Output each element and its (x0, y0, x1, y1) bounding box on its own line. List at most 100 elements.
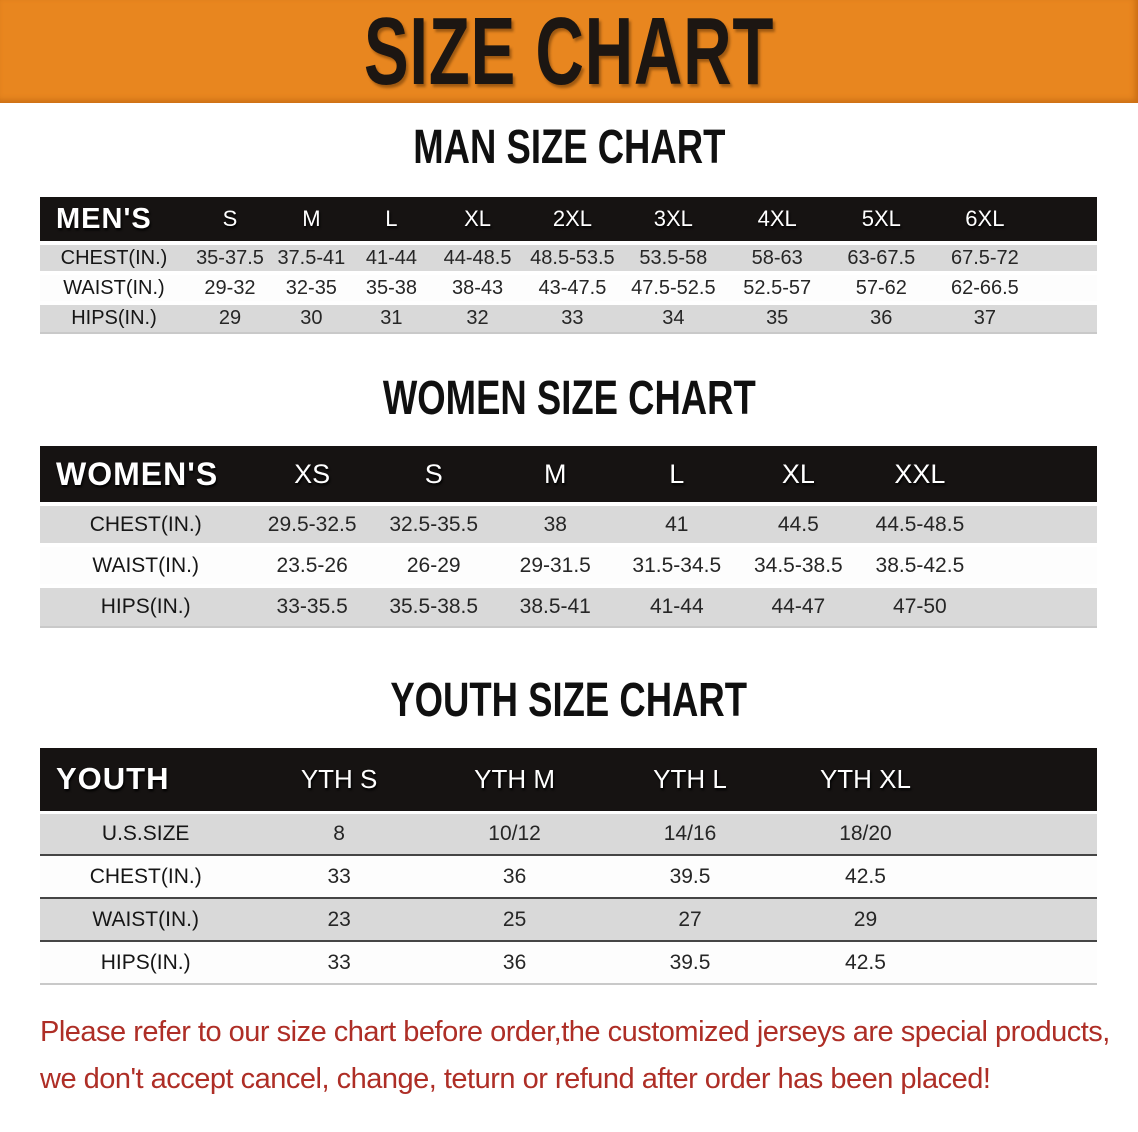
size-cell: 18/20 (839, 821, 892, 845)
spacer-cell (953, 812, 1097, 855)
size-column-header: L (669, 458, 685, 489)
size-cell: 32 (466, 307, 489, 329)
header-row: MEN'S S M L XL 2XL 3XL 4XL 5XL 6XL (40, 197, 1097, 243)
size-cell: 33 (561, 307, 584, 329)
section-women: WOMEN SIZE CHART WOMEN'S XS S M L XL XXL CHEST(… (0, 374, 1138, 628)
spacer-cell (953, 748, 1097, 812)
table-corner-label: YOUTH (56, 761, 170, 797)
size-table: YOUTH YTH S YTH M YTH L YTH XL U.S.SIZE 8 10/12… (40, 748, 1097, 985)
size-cell: 29 (853, 907, 878, 931)
row-label: CHEST(IN.) (89, 512, 202, 536)
size-cell: 38-43 (451, 276, 504, 299)
table-row: WAIST(IN.) 23 25 27 29 (40, 898, 1097, 941)
spacer-cell (953, 855, 1097, 898)
size-cell: 67.5-72 (950, 246, 1019, 269)
size-cell: 34.5-38.5 (753, 553, 843, 577)
spacer-cell (1037, 197, 1097, 243)
size-cell: 26-29 (406, 553, 461, 577)
table-corner-label: WOMEN'S (56, 455, 219, 492)
row-label: WAIST(IN.) (63, 276, 165, 299)
table-row: CHEST(IN.) 33 36 39.5 42.5 (40, 855, 1097, 898)
size-cell: 36 (870, 307, 893, 329)
size-column-header: XL (464, 206, 492, 231)
row-label: WAIST(IN.) (92, 553, 199, 577)
spacer-cell (953, 941, 1097, 984)
size-cell: 38 (543, 512, 567, 536)
banner-title: SIZE CHART (363, 0, 775, 105)
size-column-header: XL (781, 458, 815, 489)
size-column-header: 3XL (653, 206, 693, 231)
spacer-cell (1037, 273, 1097, 303)
size-cell: 62-66.5 (950, 276, 1019, 299)
women-section-heading: WOMEN SIZE CHART (0, 374, 1138, 424)
size-cell: 27 (678, 907, 702, 931)
size-column-header: YTH L (653, 763, 727, 794)
size-column-header: 4XL (757, 206, 797, 231)
table-row: CHEST(IN.) 35-37.5 37.5-41 41-44 44-48.5 48.5… (40, 243, 1097, 273)
size-cell: 14/16 (663, 821, 717, 845)
spacer-cell (981, 504, 1097, 545)
size-cell: 29.5-32.5 (267, 512, 357, 536)
men-size-table-wrap: MEN'S S M L XL 2XL 3XL 4XL 5XL 6XL CHEST(IN.) 35-37… (40, 197, 1097, 334)
size-cell: 32.5-35.5 (389, 512, 479, 536)
footer-note-line-1: Please refer to our size chart before or… (40, 1016, 1110, 1048)
size-column-header: YTH XL (819, 763, 911, 794)
size-cell: 43-47.5 (538, 276, 607, 299)
size-column-header: XS (294, 458, 331, 489)
row-label: U.S.SIZE (101, 821, 190, 845)
size-cell: 57-62 (855, 276, 907, 299)
row-label: HIPS(IN.) (100, 950, 191, 974)
size-cell: 10/12 (488, 821, 541, 845)
size-cell: 47-50 (893, 595, 947, 618)
size-cell: 29-31.5 (519, 553, 591, 577)
size-column-header: S (424, 458, 443, 489)
spacer-cell (953, 898, 1097, 941)
table-row: CHEST(IN.) 29.5-32.5 32.5-35.5 38 41 44.5 44.5… (40, 504, 1097, 545)
size-cell: 42.5 (845, 864, 886, 888)
size-cell: 44.5-48.5 (875, 512, 965, 536)
size-cell: 36 (502, 864, 527, 888)
table-row: HIPS(IN.) 33-35.5 35.5-38.5 38.5-41 41-44 44-… (40, 586, 1097, 627)
men-section-heading: MAN SIZE CHART (0, 123, 1138, 173)
size-column-header: 2XL (552, 206, 592, 231)
size-cell: 52.5-57 (743, 276, 812, 299)
spacer-cell (1037, 243, 1097, 273)
size-cell: 38.5-41 (519, 595, 591, 618)
size-cell: 47.5-52.5 (631, 276, 716, 299)
size-cell: 37.5-41 (277, 246, 346, 269)
size-cell: 39.5 (669, 950, 711, 974)
size-column-header: 5XL (861, 206, 901, 231)
row-label: CHEST(IN.) (60, 246, 168, 269)
women-size-table-wrap: WOMEN'S XS S M L XL XXL CHEST(IN.) 29.5-32.5 32.5… (40, 446, 1097, 628)
size-cell: 44-47 (771, 595, 826, 618)
size-cell: 30 (300, 307, 323, 329)
size-cell: 35.5-38.5 (389, 595, 479, 618)
spacer-cell (981, 586, 1097, 627)
size-cell: 34 (662, 307, 685, 329)
size-cell: 23 (327, 907, 351, 931)
row-label: HIPS(IN.) (71, 307, 157, 329)
header-row: WOMEN'S XS S M L XL XXL (40, 446, 1097, 504)
table-corner-label: MEN'S (56, 202, 152, 235)
men-section-heading-text: MAN SIZE CHART (412, 121, 726, 174)
spacer-cell (1037, 303, 1097, 333)
size-cell: 33 (327, 950, 351, 974)
youth-size-table-wrap: YOUTH YTH S YTH M YTH L YTH XL U.S.SIZE 8 10/12… (40, 748, 1097, 985)
size-cell: 42.5 (845, 950, 886, 974)
table-row: WAIST(IN.) 23.5-26 26-29 29-31.5 31.5-34.5 34… (40, 545, 1097, 586)
size-cell: 44.5 (777, 512, 819, 536)
spacer-cell (981, 545, 1097, 586)
row-label: WAIST(IN.) (92, 907, 199, 931)
size-cell: 35-38 (365, 276, 417, 299)
size-cell: 33-35.5 (276, 595, 348, 618)
size-column-header: M (302, 206, 321, 231)
size-cell: 23.5-26 (276, 553, 348, 577)
size-table: WOMEN'S XS S M L XL XXL CHEST(IN.) 29.5-32.5 32.5… (40, 446, 1097, 628)
size-cell: 35 (766, 307, 789, 329)
row-label: CHEST(IN.) (89, 864, 202, 888)
size-cell: 35-37.5 (196, 246, 264, 269)
size-cell: 33 (327, 864, 351, 888)
size-cell: 58-63 (751, 246, 803, 269)
footer-note: Please refer to our size chart before or… (40, 1009, 1138, 1103)
table-row: HIPS(IN.) 33 36 39.5 42.5 (40, 941, 1097, 984)
